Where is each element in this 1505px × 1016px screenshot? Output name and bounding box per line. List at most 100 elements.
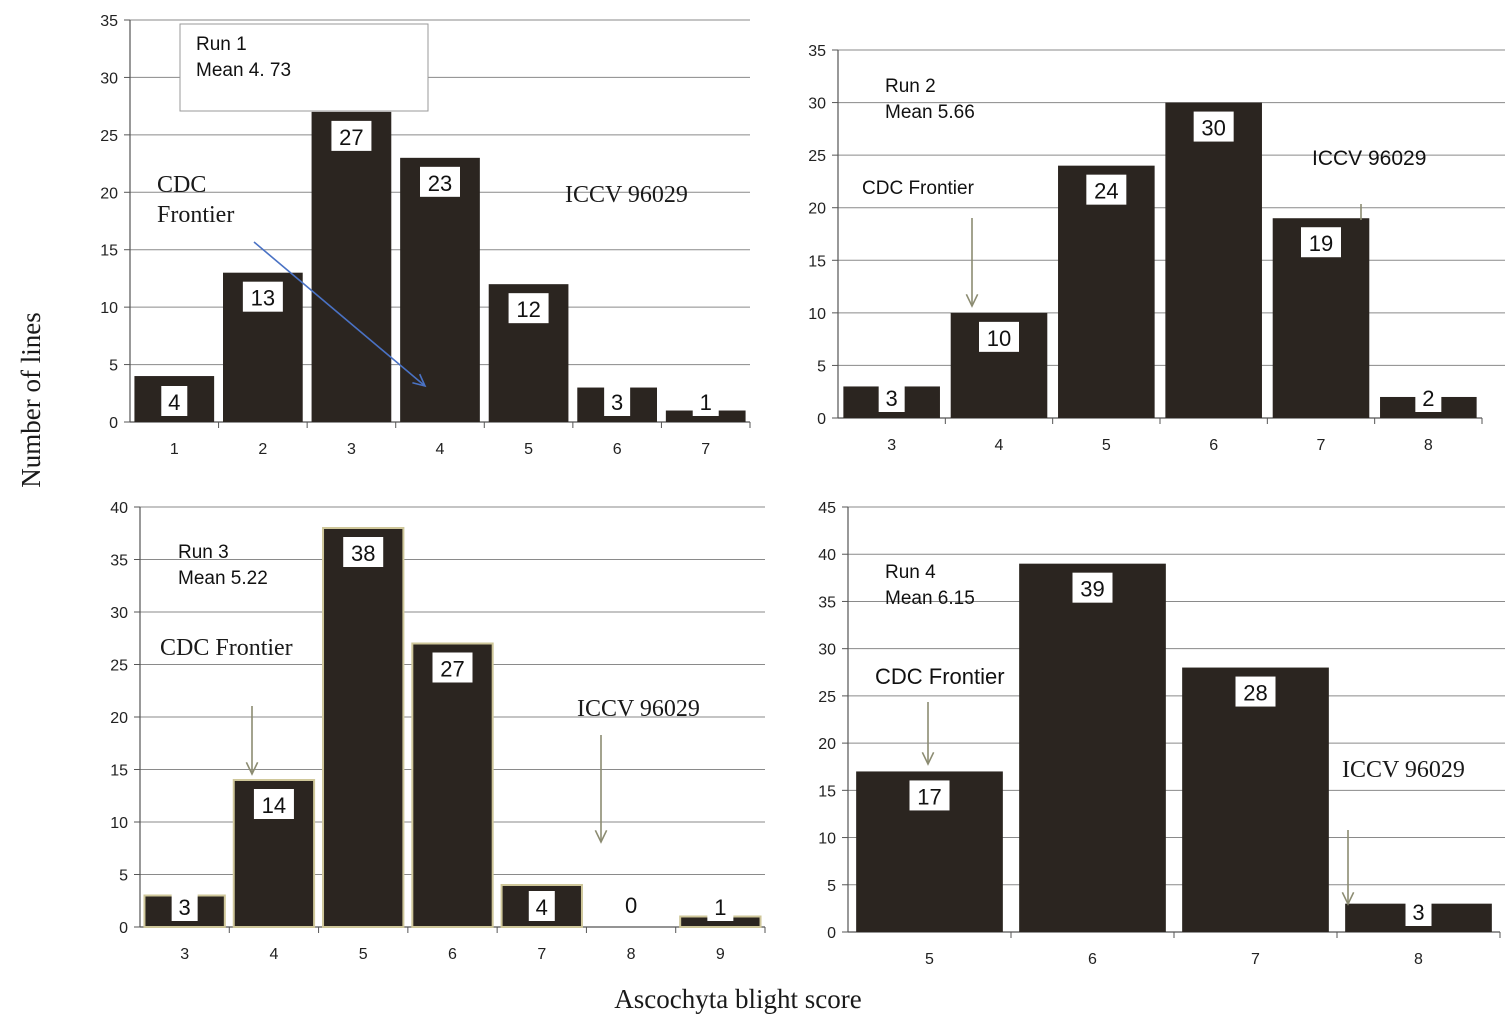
y-tick-label: 30 — [808, 96, 826, 113]
data-label: 38 — [351, 541, 375, 566]
data-label-box — [604, 386, 631, 416]
y-axis-title: Number of lines — [16, 312, 46, 487]
data-label: 30 — [1201, 116, 1225, 141]
x-tick-label: 4 — [269, 946, 278, 963]
data-label: 3 — [179, 895, 191, 920]
y-tick-label: 35 — [100, 13, 118, 30]
data-label-box — [171, 891, 198, 921]
y-tick-label: 40 — [818, 547, 836, 564]
y-tick-label: 10 — [808, 306, 826, 323]
data-label: 4 — [168, 390, 180, 415]
mean-label: Mean 5.66 — [885, 102, 975, 123]
mean-label: Mean 5.22 — [178, 568, 268, 589]
data-label: 13 — [251, 286, 275, 311]
data-label: 27 — [339, 125, 363, 150]
y-tick-label: 35 — [808, 43, 826, 60]
x-tick-label: 5 — [524, 441, 533, 458]
data-label: 24 — [1094, 179, 1118, 204]
x-tick-label: 4 — [995, 437, 1004, 454]
y-tick-label: 0 — [827, 925, 836, 942]
y-tick-label: 15 — [100, 243, 118, 260]
annotation-iccv: ICCV 96029 — [1342, 757, 1465, 783]
data-label: 3 — [886, 386, 898, 411]
y-tick-label: 10 — [100, 300, 118, 317]
data-label-box — [242, 281, 283, 312]
data-label: 28 — [1243, 681, 1267, 706]
y-tick-label: 35 — [110, 553, 128, 570]
data-label: 27 — [440, 657, 464, 682]
bar — [311, 111, 392, 422]
data-label-box — [1235, 676, 1276, 707]
data-label: 17 — [917, 784, 941, 809]
arrow-cdc-frontier-shaft — [253, 241, 426, 387]
x-tick-label: 6 — [613, 441, 622, 458]
y-tick-label: 30 — [100, 70, 118, 87]
run-label: Run 1 — [196, 34, 247, 55]
arrow-iccv-head — [1341, 891, 1355, 906]
data-label-box — [707, 891, 734, 921]
annotation-iccv: ICCV 96029 — [577, 696, 700, 722]
data-label-box — [1072, 572, 1113, 603]
data-label-box — [253, 789, 294, 819]
x-tick-label: 8 — [1424, 437, 1433, 454]
data-label: 23 — [428, 171, 452, 196]
data-label: 19 — [1309, 231, 1333, 256]
data-label-box — [909, 780, 950, 811]
x-tick-label: 7 — [701, 441, 710, 458]
annotation-iccv: ICCV 96029 — [565, 182, 688, 208]
data-label-box — [343, 537, 384, 567]
annotation-frontier: Frontier — [157, 202, 234, 228]
bar — [411, 642, 494, 928]
x-axis-title: Ascochyta blight score — [614, 984, 861, 1014]
chart-run-2: 0 5 10 15 20 25 30 35 3 3 10 4 24 5 30 6 19 7 2 8 Run 2 Mean … — [808, 43, 1505, 454]
y-tick-label: 20 — [100, 185, 118, 202]
y-tick-label: 0 — [817, 411, 826, 428]
y-tick-label: 20 — [808, 201, 826, 218]
x-tick-label: 7 — [537, 946, 546, 963]
y-tick-label: 5 — [817, 358, 826, 375]
chart-run-1: 0 5 10 15 20 25 30 35 4 1 13 2 27 3 23 4 12 5 3 6 1 7 Run 1 Mea… — [100, 13, 751, 458]
bar — [400, 157, 480, 423]
mean-label: Mean 4. 73 — [196, 60, 291, 81]
arrow-cdc-frontier-head — [412, 373, 427, 388]
bar — [1019, 563, 1166, 932]
data-label-box — [508, 293, 549, 324]
y-tick-label: 0 — [109, 415, 118, 432]
data-label: 4 — [536, 895, 548, 920]
x-tick-label: 5 — [1102, 437, 1111, 454]
y-tick-label: 0 — [119, 920, 128, 937]
x-tick-label: 8 — [627, 946, 636, 963]
data-label: 12 — [516, 297, 540, 322]
annotation-cdc-frontier: CDC Frontier — [875, 664, 1005, 689]
bar — [322, 527, 405, 928]
x-tick-label: 7 — [1251, 951, 1260, 968]
annotation-cdc: CDC — [157, 172, 206, 198]
x-tick-label: 3 — [180, 946, 189, 963]
x-tick-label: 3 — [887, 437, 896, 454]
y-tick-label: 15 — [110, 763, 128, 780]
y-tick-label: 40 — [110, 500, 128, 517]
data-label-box — [1405, 896, 1432, 926]
arrow-cdc-frontier-head — [921, 751, 935, 766]
y-tick-label: 15 — [818, 783, 836, 800]
data-label: 39 — [1080, 577, 1104, 602]
x-tick-label: 8 — [1414, 951, 1423, 968]
x-tick-label: 9 — [716, 946, 725, 963]
data-label: 0 — [625, 893, 637, 918]
data-label-box — [528, 891, 555, 921]
y-tick-label: 30 — [110, 605, 128, 622]
y-tick-label: 20 — [110, 710, 128, 727]
y-tick-label: 25 — [110, 658, 128, 675]
data-label-box — [331, 120, 372, 151]
data-label-box — [878, 382, 905, 412]
annotation-iccv: ICCV 96029 — [1312, 147, 1426, 170]
bar — [1165, 102, 1262, 419]
chart-run-3: 0 5 10 15 20 25 30 35 40 3 3 14 4 38 5 27 6 4 7 0 8 1 9 Run 3 Me… — [110, 500, 766, 963]
y-tick-label: 45 — [818, 500, 836, 517]
bar — [1058, 165, 1155, 418]
data-label-box — [1086, 174, 1127, 205]
annotation-cdc-frontier: CDC Frontier — [160, 635, 293, 661]
bar — [665, 410, 746, 422]
run-label: Run 4 — [885, 562, 936, 583]
